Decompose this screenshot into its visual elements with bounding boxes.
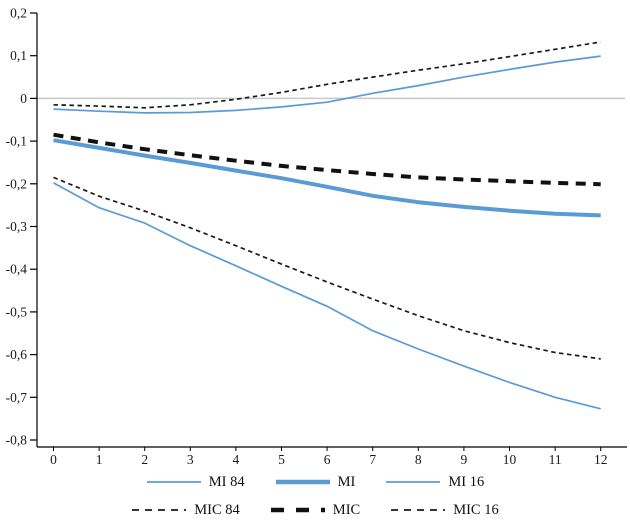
line-chart: 0,20,10-0,1-0,2-0,3-0,4-0,5-0,6-0,7-0,80… — [6, 6, 627, 467]
x-tick-label: 9 — [461, 452, 468, 467]
y-tick-label: -0,6 — [6, 347, 28, 362]
y-tick-label: -0,7 — [6, 390, 28, 405]
x-tick-label: 4 — [233, 452, 240, 467]
legend-row: MIC 84 MIC MIC 16 — [131, 498, 499, 522]
legend-swatch-mic — [270, 507, 325, 513]
legend-label-mi-84: MI 84 — [208, 473, 245, 490]
y-tick-label: 0 — [20, 91, 27, 106]
x-tick-label: 8 — [415, 452, 422, 467]
legend-label-mic-16: MIC 16 — [453, 501, 499, 518]
legend-label-mic-84: MIC 84 — [194, 501, 240, 518]
x-axis: 0 1 2 3 4 5 6 7 8 9 10 11 12 — [37, 446, 627, 467]
legend-item-mic: MIC — [270, 503, 360, 518]
x-tick-label: 2 — [141, 452, 148, 467]
y-tick-label: -0,5 — [6, 304, 28, 319]
series-line-mi — [53, 138, 601, 218]
legend-row: MI 84 MI MI 16 — [146, 470, 484, 494]
legend-item-mi-16: MI 16 — [385, 475, 484, 490]
y-tick-label: -0,4 — [6, 262, 28, 277]
x-tick-label: 3 — [187, 452, 194, 467]
series-line-mic-16 — [53, 176, 601, 360]
legend-item-mic-16: MIC 16 — [390, 503, 499, 518]
y-tick-label: 0,1 — [10, 48, 27, 63]
legend-swatch-mi — [275, 479, 330, 485]
series-line-mi-16 — [53, 182, 601, 410]
x-tick-label: 6 — [324, 452, 331, 467]
legend-label-mic: MIC — [332, 501, 361, 518]
legend-swatch-mi-16 — [386, 481, 441, 483]
x-tick-label: 12 — [594, 452, 608, 467]
y-axis: 0,2 0,1 0 -0,1 -0,2 -0,3 -0,4 -0,5 -0,6 -0,7 -0,8 — [6, 6, 38, 448]
x-tick-label: 11 — [549, 452, 562, 467]
series-line-mi-84 — [53, 55, 601, 114]
x-tick-label: 5 — [278, 452, 285, 467]
legend-swatch-mic-84 — [132, 509, 187, 511]
legend-swatch-mi-84 — [146, 481, 201, 483]
x-tick-label: 10 — [503, 452, 517, 467]
legend-label-mi: MI — [337, 473, 356, 490]
y-tick-label: 0,2 — [10, 6, 27, 21]
y-tick-label: -0,3 — [6, 219, 28, 234]
legend-label-mi-16: MI 16 — [448, 473, 485, 490]
series-line-mic — [53, 132, 601, 187]
chart-legend: MI 84 MI MI 16 MIC 84 MIC MIC 16 — [0, 470, 630, 522]
legend-item-mic-84: MIC 84 — [131, 503, 240, 518]
series-line-mic-84 — [53, 41, 601, 109]
legend-item-mi: MI — [275, 473, 356, 490]
x-tick-label: 0 — [50, 452, 57, 467]
y-tick-label: -0,1 — [6, 134, 27, 149]
x-tick-label: 1 — [96, 452, 103, 467]
y-tick-label: -0,2 — [6, 176, 27, 191]
y-tick-label: -0,8 — [6, 433, 28, 448]
legend-item-mi-84: MI 84 — [146, 475, 245, 490]
legend-swatch-mic-16 — [391, 509, 446, 511]
x-tick-label: 7 — [369, 452, 376, 467]
